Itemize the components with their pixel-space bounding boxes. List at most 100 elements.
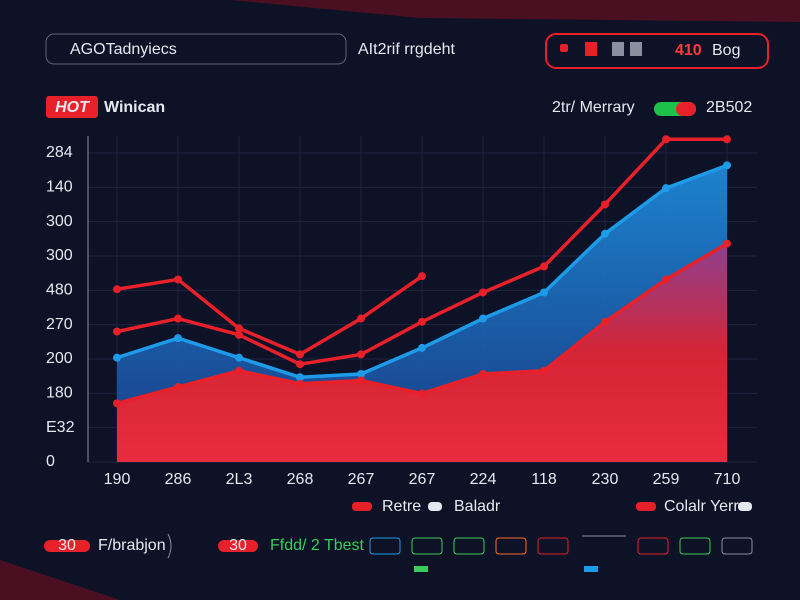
toolbar-button[interactable] (369, 537, 401, 555)
y-tick-label: 480 (46, 282, 73, 299)
decor (230, 0, 800, 22)
point (357, 369, 365, 378)
decor (414, 566, 428, 572)
x-tick-label: 230 (592, 471, 619, 488)
decor (167, 533, 172, 559)
point (174, 383, 182, 392)
point (479, 314, 487, 323)
toolbar-text: F/brabjon (98, 537, 166, 554)
point (113, 285, 121, 294)
badge-icon (585, 42, 597, 56)
point (235, 366, 243, 375)
x-tick-label: 267 (348, 471, 375, 488)
x-tick-label: 118 (531, 471, 557, 488)
point (113, 353, 121, 362)
legend-label: Baladr (454, 498, 501, 515)
toolbar-text: Ffdd/ 2 Tbest (270, 537, 365, 554)
badge-icon (560, 44, 568, 52)
toolbar-pill[interactable] (44, 540, 90, 552)
badge-icon (630, 42, 642, 56)
badge[interactable] (545, 33, 769, 69)
y-tick-label: 180 (46, 385, 73, 402)
x-tick-label: 259 (653, 471, 680, 488)
point (723, 161, 731, 170)
point (723, 239, 731, 248)
x-tick-label: 267 (409, 471, 436, 488)
point (479, 288, 487, 297)
y-tick-label: 300 (46, 247, 73, 264)
line (116, 274, 423, 357)
toolbar-button[interactable] (721, 537, 753, 555)
point (296, 379, 304, 388)
legend-toggle (676, 102, 696, 116)
toolbar-button[interactable] (495, 537, 527, 555)
hot-text: HOT (55, 99, 90, 116)
point (601, 229, 609, 238)
point (296, 360, 304, 369)
x-tick-label: 2L3 (226, 471, 253, 488)
search-box[interactable] (45, 33, 347, 65)
x-tick-label: 224 (470, 471, 497, 488)
x-tick-label: 190 (104, 471, 131, 488)
point (601, 200, 609, 209)
point (540, 288, 548, 297)
toolbar-button[interactable] (411, 537, 443, 555)
point (357, 376, 365, 385)
legend-swatch (738, 502, 752, 511)
badge-icon (612, 42, 624, 56)
y-tick-label: 270 (46, 316, 73, 333)
point (235, 353, 243, 362)
point (418, 343, 426, 352)
toolbar-pill[interactable] (218, 540, 258, 552)
point (174, 314, 182, 323)
toolbar-button[interactable] (453, 537, 485, 555)
legend-swatch (636, 502, 656, 511)
y-tick-label: 300 (46, 213, 73, 230)
point (235, 330, 243, 339)
badge-value: 410 (675, 42, 702, 59)
point (113, 327, 121, 336)
toolbar-value: 30 (58, 537, 76, 554)
point (296, 373, 304, 382)
y-tick-label: 140 (46, 179, 73, 196)
hot-badge (46, 96, 98, 118)
area (117, 243, 727, 462)
point (662, 135, 670, 144)
point (479, 369, 487, 378)
point (418, 272, 426, 281)
point (357, 314, 365, 323)
point (357, 350, 365, 359)
point (113, 399, 121, 408)
x-tick-label: 710 (714, 471, 741, 488)
legend-swatch (428, 502, 442, 511)
legend-swatch (352, 502, 372, 511)
toolbar-button[interactable] (537, 537, 569, 555)
y-tick-label: 284 (46, 144, 73, 161)
toolbar-button[interactable] (637, 537, 669, 555)
point (174, 334, 182, 343)
point (662, 184, 670, 193)
y-tick-label: E32 (46, 419, 75, 436)
point (296, 350, 304, 359)
legend-label: Colalr Yerr (664, 498, 739, 515)
toolbar-button[interactable] (679, 537, 711, 555)
legend-text: 2tr/ Merrary (552, 99, 635, 116)
badge-unit: Bog (712, 42, 740, 59)
point (235, 324, 243, 333)
legend-label: Retre (382, 498, 421, 515)
decor (584, 566, 598, 572)
y-tick-label: 200 (46, 350, 73, 367)
point (723, 135, 731, 144)
x-tick-label: 268 (287, 471, 314, 488)
chart-title: Winican (104, 99, 165, 116)
decor (0, 560, 120, 600)
header-text: AIt2rif rrgdeht (358, 41, 455, 58)
point (418, 389, 426, 398)
toolbar-value: 30 (229, 537, 247, 554)
legend-value: 2B502 (706, 99, 752, 116)
x-tick-label: 286 (165, 471, 192, 488)
y-tick-label: 0 (46, 453, 55, 470)
point (662, 275, 670, 284)
search-text: AGOTadnyiecs (70, 41, 177, 58)
